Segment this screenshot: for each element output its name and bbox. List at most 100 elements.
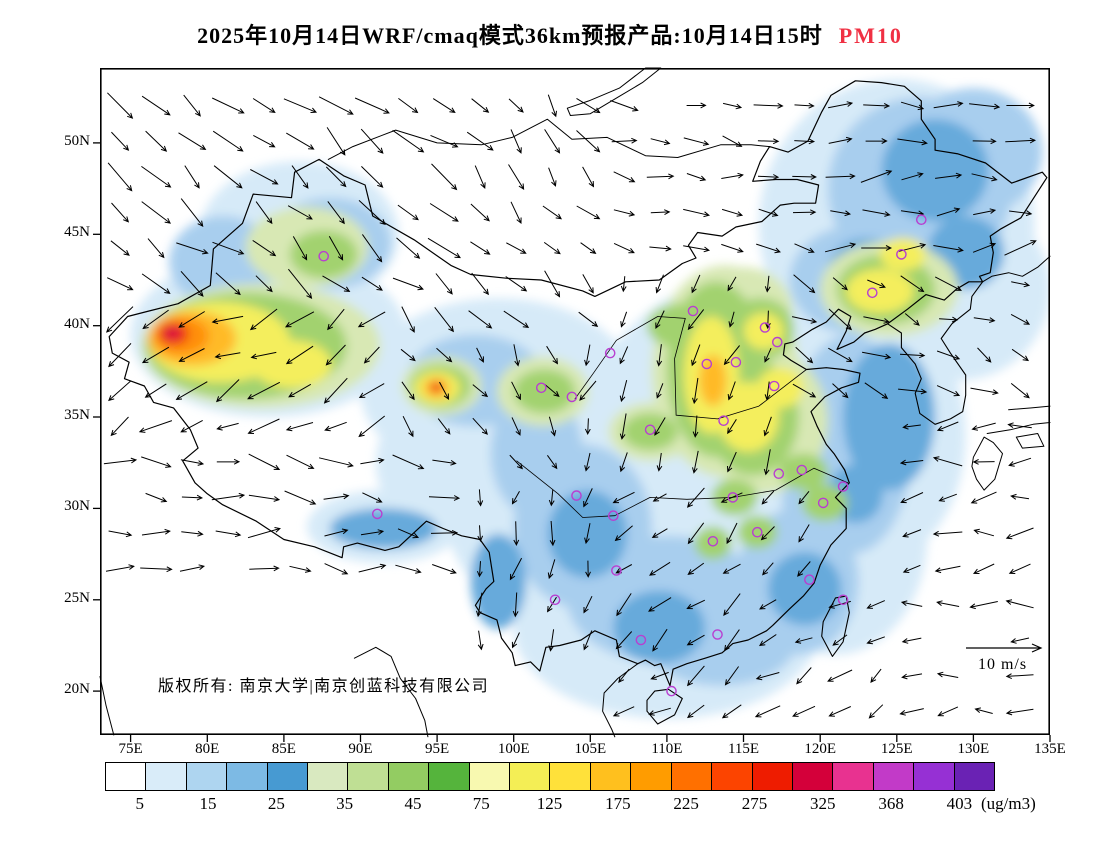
wind-arrow	[687, 562, 705, 575]
city-marker	[707, 535, 719, 547]
wind-arrow	[324, 528, 349, 537]
wind-arrow	[111, 131, 130, 151]
wind-arrow	[795, 346, 814, 364]
wind-arrow	[615, 631, 633, 650]
wind-arrow	[141, 528, 171, 536]
wind-arrow	[544, 384, 560, 398]
wind-arrow	[392, 277, 424, 291]
wind-arrow	[542, 205, 563, 220]
wind-arrow	[548, 416, 557, 437]
colorbar-tick-label: 5	[135, 794, 144, 813]
wind-arrow	[215, 379, 240, 403]
wind-arrow	[900, 101, 925, 111]
wind-arrow	[511, 491, 520, 505]
wind-arrow	[401, 381, 415, 401]
wind-arrow	[618, 668, 630, 683]
wind-arrow	[291, 165, 309, 189]
city-marker	[896, 249, 907, 260]
wind-arrow	[652, 493, 667, 502]
wind-arrow	[687, 704, 705, 719]
wind-arrow	[432, 564, 457, 574]
wind-arrow	[651, 528, 668, 538]
wind-arrow	[648, 597, 672, 612]
wind-arrow	[936, 350, 961, 360]
wind-arrow	[357, 311, 386, 328]
wind-arrow	[755, 672, 780, 681]
wind-arrow	[360, 457, 385, 465]
wind-arrow	[722, 102, 743, 110]
wind-arrow	[583, 595, 593, 614]
lat-tick-label: 40N	[64, 315, 90, 332]
wind-arrow	[395, 564, 422, 574]
wind-arrow	[756, 243, 781, 254]
wind-arrow	[936, 421, 959, 432]
wind-arrow	[283, 98, 318, 113]
wind-arrow	[692, 377, 699, 405]
wind-arrow	[721, 704, 742, 719]
field-blob	[778, 453, 828, 491]
wind-arrow	[178, 132, 207, 150]
wind-arrow	[289, 565, 312, 573]
wind-arrow	[476, 347, 484, 363]
wind-arrow	[358, 415, 386, 438]
wind-arrow	[215, 272, 241, 296]
wind-arrow	[721, 243, 744, 253]
wind-arrow	[396, 237, 421, 259]
wind-arrow	[620, 311, 628, 328]
wind-arrow	[325, 166, 347, 188]
colorbar-tick-label: 75	[472, 794, 490, 813]
shikoku-island	[1015, 433, 1045, 449]
wind-arrow	[582, 166, 595, 188]
wind-arrow	[619, 452, 628, 473]
wind-arrow	[470, 203, 490, 222]
wind-arrow	[400, 348, 416, 362]
wind-arrow	[549, 520, 556, 547]
city-marker	[804, 574, 815, 586]
wind-arrow	[111, 202, 130, 223]
wind-arrow	[686, 599, 706, 610]
wind-arrow	[328, 236, 344, 261]
field-blob	[743, 312, 784, 350]
wind-arrow	[686, 634, 705, 646]
wind-arrow	[583, 630, 593, 651]
field-blob	[290, 230, 358, 279]
wind-arrow	[1004, 240, 1037, 256]
wind-arrow	[650, 671, 669, 680]
wind-arrow	[1006, 102, 1035, 109]
wind-arrow	[1009, 210, 1033, 217]
wind-arrow	[141, 165, 172, 188]
wind-arrow	[360, 529, 385, 536]
lon-tick-label: 110E	[651, 741, 683, 757]
wind-arrow	[794, 243, 815, 253]
wind-arrow	[434, 306, 454, 333]
wind-arrow	[899, 459, 924, 466]
wind-arrow	[181, 494, 204, 501]
wind-arrow	[971, 173, 998, 182]
wind-arrow	[862, 209, 891, 217]
wind-arrow	[144, 383, 167, 398]
colorbar-swatch	[307, 763, 348, 790]
wind-arrow	[110, 240, 130, 256]
wind-arrow	[253, 134, 276, 148]
wind-arrow	[648, 707, 671, 716]
wind-arrow	[646, 173, 675, 180]
wind-arrow	[397, 204, 419, 221]
wind-arrow	[832, 634, 848, 646]
wind-arrow	[470, 241, 491, 255]
wind-arrow	[324, 421, 347, 432]
field-blob	[470, 534, 526, 629]
wind-arrow	[1011, 348, 1030, 362]
city-marker	[712, 629, 723, 640]
yangtze-river	[516, 460, 849, 518]
wind-arrow	[900, 275, 925, 293]
colorbar-swatch	[509, 763, 550, 790]
wind-arrow	[798, 490, 810, 505]
wind-arrow	[794, 138, 816, 145]
wind-arrow	[180, 198, 204, 227]
india-west-coastline	[99, 676, 115, 736]
wind-arrow	[105, 306, 134, 333]
wind-arrow	[108, 530, 133, 538]
wind-arrow	[325, 344, 346, 366]
wind-arrow	[324, 563, 349, 575]
wind-arrow	[692, 450, 699, 474]
